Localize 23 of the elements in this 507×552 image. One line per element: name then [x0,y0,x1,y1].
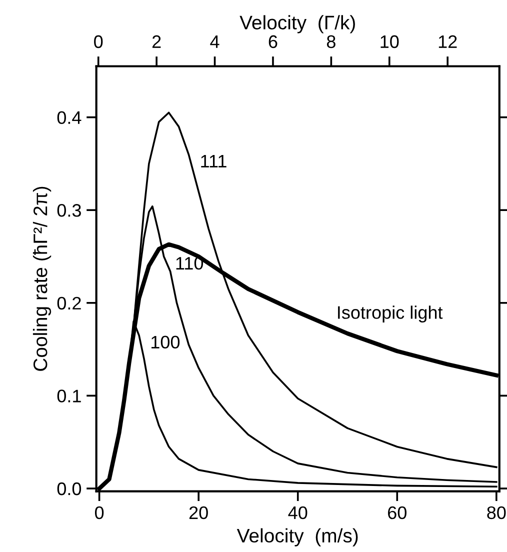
x2-tick-label: 10 [380,35,399,48]
x2-tick-label: 12 [438,35,457,48]
x-tick-label: 80 [487,506,506,520]
x2-tick-label: 4 [210,35,220,48]
x-tick-label: 20 [189,506,208,520]
series-label: 100 [152,336,180,349]
y-axis-title: Cooling rate (ħΓ²/ 2π) [32,186,52,371]
x-axis-title: Velocity (m/s) [236,528,358,546]
x-tick-label: 60 [388,506,406,520]
series-label: 111 [201,154,226,168]
x2-tick-label: 8 [326,35,336,48]
series-label: Isotropic light [338,306,443,322]
y-tick-label: 0.3 [57,204,81,217]
x2-tick-label: 2 [152,35,161,48]
x-tick-label: 40 [288,506,308,520]
x2-axis-title: Velocity (Γ/k) [240,15,355,34]
y-tick-label: 0.2 [57,296,81,310]
x2-tick-label: 6 [268,35,278,48]
x2-tick-label: 0 [94,35,103,48]
y-tick-label: 0.0 [57,482,82,496]
y-tick-label: 0.1 [57,390,81,402]
y-tick-label: 0.4 [57,111,82,124]
x-tick-label: 0 [94,506,104,520]
